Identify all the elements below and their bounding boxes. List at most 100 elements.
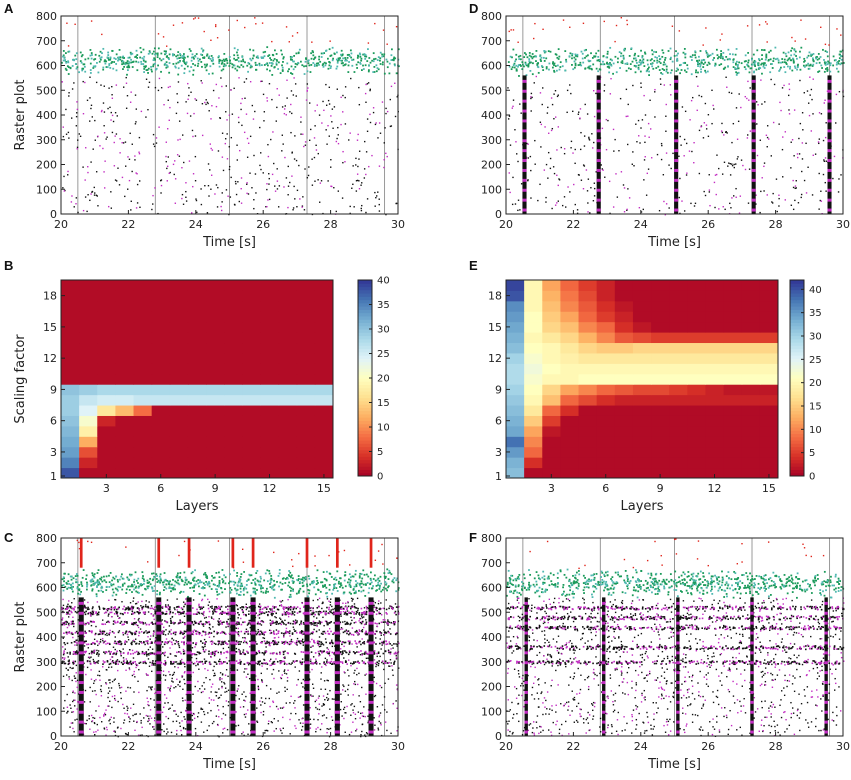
raster-spike: [160, 70, 162, 73]
raster-spike: [330, 54, 333, 57]
raster-spike: [122, 62, 125, 65]
raster-spike: [310, 52, 313, 55]
raster-spike: [347, 71, 350, 73]
heatmap-cell: [133, 467, 153, 479]
raster-spike: [373, 58, 375, 61]
heatmap-cell: [542, 332, 561, 344]
raster-spike: [214, 193, 216, 195]
raster-spike: [569, 191, 571, 193]
colorbar-segment: [790, 315, 804, 320]
raster-spike: [782, 51, 785, 54]
heatmap-cell: [759, 342, 779, 354]
burst-stripe: [596, 79, 601, 83]
raster-spike: [393, 63, 396, 66]
heatmap-cell: [187, 280, 207, 291]
raster-spike: [397, 613, 400, 615]
raster-spike: [85, 640, 87, 643]
raster-spike: [220, 209, 223, 212]
raster-spike: [275, 63, 278, 66]
raster-spike: [356, 179, 359, 182]
raster-spike: [579, 63, 582, 66]
heatmap-cell: [596, 425, 616, 437]
raster-spike: [70, 620, 73, 623]
raster-spike: [111, 94, 113, 96]
raster-spike: [808, 114, 811, 117]
raster-spike: [363, 168, 366, 170]
heatmap-cell: [224, 394, 243, 406]
raster-spike: [556, 174, 558, 177]
heatmap-cell: [97, 373, 116, 385]
heatmap-cell: [596, 384, 616, 396]
raster-spike: [246, 137, 249, 140]
raster-spike: [386, 60, 389, 63]
raster-spike: [804, 38, 807, 40]
raster-spike: [277, 641, 280, 644]
heatmap-cell: [314, 425, 334, 437]
raster-spike: [170, 641, 173, 644]
heatmap-cell: [278, 332, 298, 344]
raster-spike: [529, 155, 532, 158]
colorbar-segment: [358, 358, 372, 363]
raster-spike: [208, 623, 211, 626]
raster-spike: [102, 642, 105, 644]
raster-spike: [377, 56, 380, 59]
raster-spike: [165, 613, 168, 615]
raster-spike: [87, 57, 90, 60]
raster-spike: [698, 59, 701, 62]
raster-spike: [287, 608, 290, 611]
raster-spike: [87, 194, 89, 196]
raster-spike: [106, 56, 109, 59]
x-axis: 20 22 24 26 28 30: [54, 210, 405, 231]
raster-spike: [266, 100, 269, 102]
raster-spike: [67, 66, 70, 69]
heatmap-cell: [278, 363, 298, 375]
raster-spike: [663, 84, 666, 86]
heatmap-cell: [61, 363, 80, 375]
raster-spike: [507, 87, 509, 89]
raster-spike: [720, 52, 723, 55]
raster-spike: [796, 156, 799, 159]
raster-spike: [224, 138, 227, 140]
raster-spike: [630, 47, 633, 50]
raster-spike: [394, 651, 397, 654]
heatmap-cell: [759, 332, 779, 344]
raster-spike: [192, 185, 194, 188]
raster-spike: [383, 53, 386, 56]
colorbar-segment: [358, 410, 372, 415]
raster-spike: [214, 608, 217, 610]
raster-spike: [553, 62, 556, 65]
raster-spike: [187, 98, 189, 100]
raster-spike: [160, 179, 163, 181]
raster-spike: [318, 605, 320, 608]
raster-spike: [277, 61, 280, 64]
raster-spike: [818, 208, 820, 210]
colorbar-segment: [358, 417, 372, 421]
raster-spike: [174, 202, 177, 204]
raster-spike: [295, 643, 298, 645]
raster-spike: [385, 640, 387, 642]
raster-spike: [743, 60, 746, 63]
raster-spike: [125, 61, 128, 64]
raster-spike: [645, 70, 648, 73]
heatmap-cell: [759, 405, 779, 416]
raster-spike: [183, 622, 186, 624]
raster-spike: [397, 65, 400, 68]
raster-spike: [126, 95, 129, 97]
raster-spike: [239, 149, 241, 152]
raster-spike: [819, 56, 822, 58]
colorbar-segment: [790, 387, 804, 392]
y-axis-label: Raster plot: [13, 80, 28, 151]
x-tick-label: 26: [256, 218, 270, 231]
raster-spike: [142, 621, 144, 624]
raster-spike: [615, 173, 617, 175]
raster-spike: [627, 143, 629, 146]
raster-spike: [744, 54, 747, 57]
raster-spike: [573, 183, 575, 186]
heatmap-cell: [632, 311, 652, 323]
heatmap-cell: [187, 436, 207, 448]
raster-spike: [612, 206, 615, 208]
raster-spike: [208, 72, 210, 75]
raster-spike: [765, 53, 768, 56]
raster-spike: [325, 612, 328, 615]
raster-spike: [300, 116, 302, 118]
